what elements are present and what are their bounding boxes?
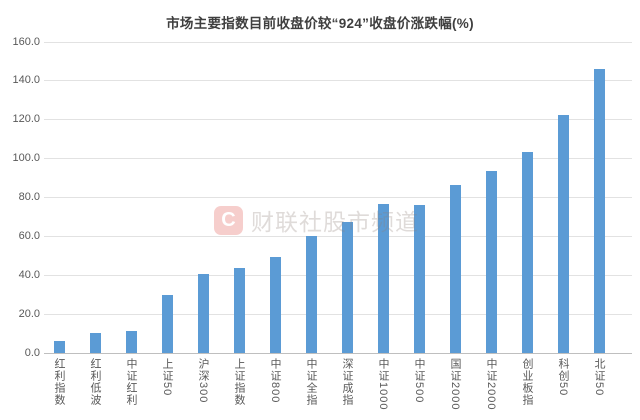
gridline [44, 158, 632, 160]
category-label: 深证成指 [341, 358, 353, 406]
category-label: 沪深300 [197, 358, 209, 404]
y-tick-label: 100.0 [12, 152, 40, 165]
bar [269, 257, 281, 353]
gridline [44, 313, 632, 315]
category-label: 上证指数 [233, 358, 245, 406]
x-axis-line [44, 352, 632, 354]
bar [89, 332, 101, 353]
bar [521, 152, 533, 353]
gridline [44, 41, 632, 43]
y-tick-label: 120.0 [12, 113, 40, 126]
bar [53, 341, 65, 353]
bar [125, 330, 137, 353]
bar [233, 268, 245, 353]
bar [413, 204, 425, 353]
y-tick-label: 20.0 [18, 307, 40, 320]
category-label: 红利指数 [53, 358, 65, 406]
category-label: 北证50 [593, 358, 605, 397]
category-label: 中证2000 [485, 358, 497, 411]
gridline [44, 235, 632, 237]
y-tick-label: 160.0 [12, 35, 40, 48]
category-label: 创业板指 [521, 358, 533, 406]
bar [377, 203, 389, 353]
category-label: 上证50 [161, 358, 173, 397]
gridline [44, 197, 632, 198]
category-label: 国证2000 [449, 358, 461, 411]
watermark-text: 财联社股市频道 [251, 209, 419, 235]
category-label: 中证全指 [305, 358, 317, 406]
chart-title: 市场主要指数目前收盘价较“924”收盘价涨跌幅(%) [166, 16, 474, 31]
y-tick-label: 80.0 [18, 191, 40, 203]
gridline [44, 80, 632, 82]
y-tick-label: 60.0 [18, 229, 40, 242]
bar [485, 171, 497, 353]
category-label: 红利低波 [89, 358, 101, 406]
bar [161, 294, 173, 353]
category-label: 中证500 [413, 358, 425, 404]
gridline [44, 119, 632, 121]
y-tick-label: 40.0 [18, 268, 40, 281]
category-label: 中证1000 [377, 358, 389, 411]
bar [593, 68, 605, 353]
bar [305, 235, 317, 353]
bar [557, 114, 569, 353]
cailianshe-logo-icon: C [214, 205, 243, 235]
bar [197, 274, 209, 353]
gridline [44, 274, 632, 276]
y-tick-label: 0.0 [24, 346, 40, 359]
category-label: 中证红利 [125, 358, 137, 406]
category-label: 中证800 [269, 358, 281, 404]
category-label: 科创50 [557, 358, 569, 397]
bar [449, 184, 461, 353]
bar [341, 221, 353, 353]
y-tick-label: 140.0 [12, 74, 40, 87]
